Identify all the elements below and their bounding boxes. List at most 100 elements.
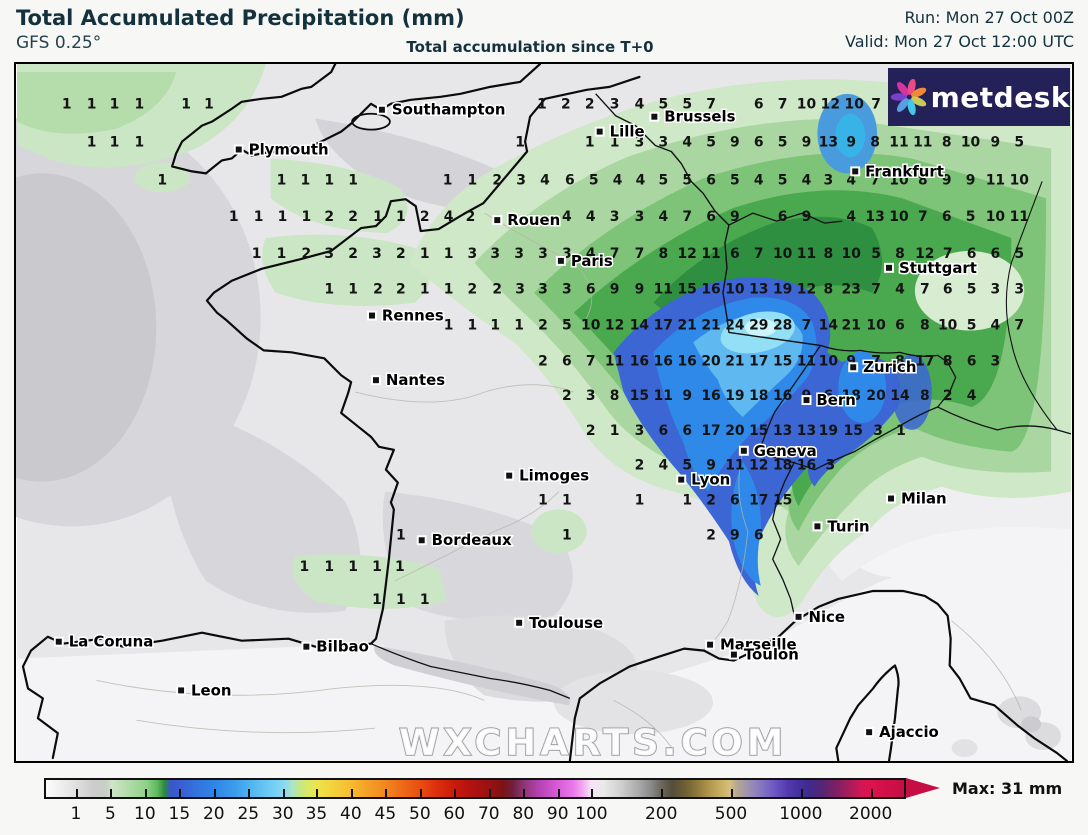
- colorbar-tick: [316, 789, 319, 797]
- precip-value: 8: [918, 172, 928, 188]
- city-marker: [555, 255, 566, 266]
- precip-value: 7: [754, 246, 764, 262]
- precip-value: 15: [677, 282, 696, 298]
- precip-value: 9: [730, 135, 740, 151]
- precip-value: 1: [420, 282, 430, 298]
- city-marker: [728, 649, 739, 660]
- map-overlay: 1 1 1 1 1 1 1 2 2 3 4 5 5 7 6 7 10 12 10 71 1 1 1 1 1 3 3 4 5 9 6 5 9 13 9…: [53, 97, 1029, 743]
- precip-value: 1: [585, 135, 595, 151]
- city-marker: [514, 617, 525, 628]
- valid-time: Valid: Mon 27 Oct 12:00 UTC: [845, 32, 1074, 51]
- colorbar-tick: [282, 789, 285, 797]
- precip-value: 4: [586, 246, 596, 262]
- precip-value: 11: [986, 172, 1005, 188]
- run-valid-info: Run: Mon 27 Oct 00Z Valid: Mon 27 Oct 12…: [845, 6, 1074, 54]
- precip-value: 19: [819, 423, 838, 439]
- precip-value: 1: [490, 317, 500, 333]
- precip-value: 9: [991, 135, 1001, 151]
- precip-value: 10: [938, 317, 958, 333]
- precip-value: 6: [682, 423, 692, 439]
- precip-value: 1: [514, 317, 524, 333]
- colorbar-tick: [800, 789, 803, 797]
- precip-value: 6: [942, 209, 952, 225]
- precip-value: 3: [562, 282, 572, 298]
- city-label: Toulouse: [529, 614, 603, 632]
- precip-value: 5: [562, 317, 572, 333]
- precip-value: 4: [444, 209, 454, 225]
- precip-value: 2: [396, 282, 406, 298]
- precip-value: 1: [420, 246, 430, 262]
- precip-value: 11: [725, 458, 744, 474]
- precip-value: 11: [605, 353, 624, 369]
- precip-value: 3: [515, 282, 525, 298]
- colorbar-tick: [75, 789, 78, 797]
- precip-value: 5: [778, 172, 788, 188]
- precip-value: 17: [749, 492, 768, 508]
- colorbar-tick-label: 30: [271, 804, 294, 824]
- city-label: Turin: [827, 517, 869, 535]
- precip-value: 4: [562, 209, 572, 225]
- precip-value: 3: [324, 246, 334, 262]
- precip-value: 2: [586, 423, 596, 439]
- precip-value: 5: [589, 172, 599, 188]
- colorbar-tick: [179, 789, 182, 797]
- precip-value: 1: [134, 135, 144, 151]
- colorbar-tick-label: 100: [575, 804, 608, 824]
- precip-value: 2: [635, 458, 645, 474]
- precip-value: 1: [896, 423, 906, 439]
- precip-value: 16: [654, 353, 673, 369]
- colorbar: Max: 31 mm 1 5 10 15 20 25 30 35 40 45 50 60 70 80 90 1…: [0, 770, 1088, 835]
- precip-value: 3: [635, 209, 645, 225]
- precip-value: 5: [871, 246, 881, 262]
- colorbar-tick-label: 10: [134, 804, 156, 824]
- precip-value: 12: [821, 97, 840, 113]
- precip-value: 11: [913, 135, 932, 151]
- city-marker: [176, 685, 187, 696]
- precip-value: 7: [778, 97, 788, 113]
- precip-value: 4: [967, 388, 977, 404]
- city-marker: [367, 310, 377, 321]
- precip-value: 1: [254, 209, 264, 225]
- precip-value: 6: [967, 353, 977, 369]
- precip-value: 16: [797, 458, 816, 474]
- precip-value: 1: [324, 172, 334, 188]
- colorbar-gradient: [44, 778, 906, 799]
- city-label: Milan: [901, 489, 947, 507]
- city-label: Lyon: [691, 471, 730, 489]
- precip-value: 1: [538, 492, 548, 508]
- precip-value: 9: [730, 209, 740, 225]
- precip-value: 11: [654, 388, 673, 404]
- logo-petal: [890, 93, 908, 101]
- colorbar-tick: [591, 789, 594, 797]
- precip-value: 7: [920, 282, 930, 298]
- colorbar-tick-label: 45: [374, 804, 397, 824]
- city-label: Toulon: [744, 646, 799, 664]
- precip-value: 4: [991, 317, 1001, 333]
- city-label: Leon: [191, 681, 231, 699]
- precip-value: 3: [658, 135, 668, 151]
- precip-value: 8: [920, 388, 930, 404]
- precip-value: 15: [749, 423, 768, 439]
- city-label: La Coruna: [69, 633, 154, 651]
- precip-value: 10: [725, 282, 745, 298]
- precip-value: 14: [819, 317, 839, 333]
- colorbar-tick: [419, 789, 422, 797]
- city-label: Bordeaux: [432, 531, 512, 549]
- logo-petal: [907, 98, 916, 116]
- colorbar-tick-label: 1: [70, 804, 82, 824]
- precip-value: 16: [773, 388, 792, 404]
- accumulation-subtitle: Total accumulation since T+0: [406, 38, 654, 56]
- precip-value: 9: [846, 135, 856, 151]
- precip-value: 8: [920, 317, 930, 333]
- colorbar-tick: [350, 789, 353, 797]
- city-marker: [301, 641, 312, 652]
- precip-value: 10: [773, 246, 793, 262]
- precip-value: 4: [682, 135, 692, 151]
- precip-value: 6: [754, 97, 764, 113]
- precip-value: 6: [754, 135, 764, 151]
- precip-value: 11: [889, 135, 908, 151]
- precip-value: 15: [773, 353, 792, 369]
- precip-value: 4: [895, 282, 905, 298]
- logo-petal: [910, 96, 927, 107]
- precip-value: 12: [605, 317, 624, 333]
